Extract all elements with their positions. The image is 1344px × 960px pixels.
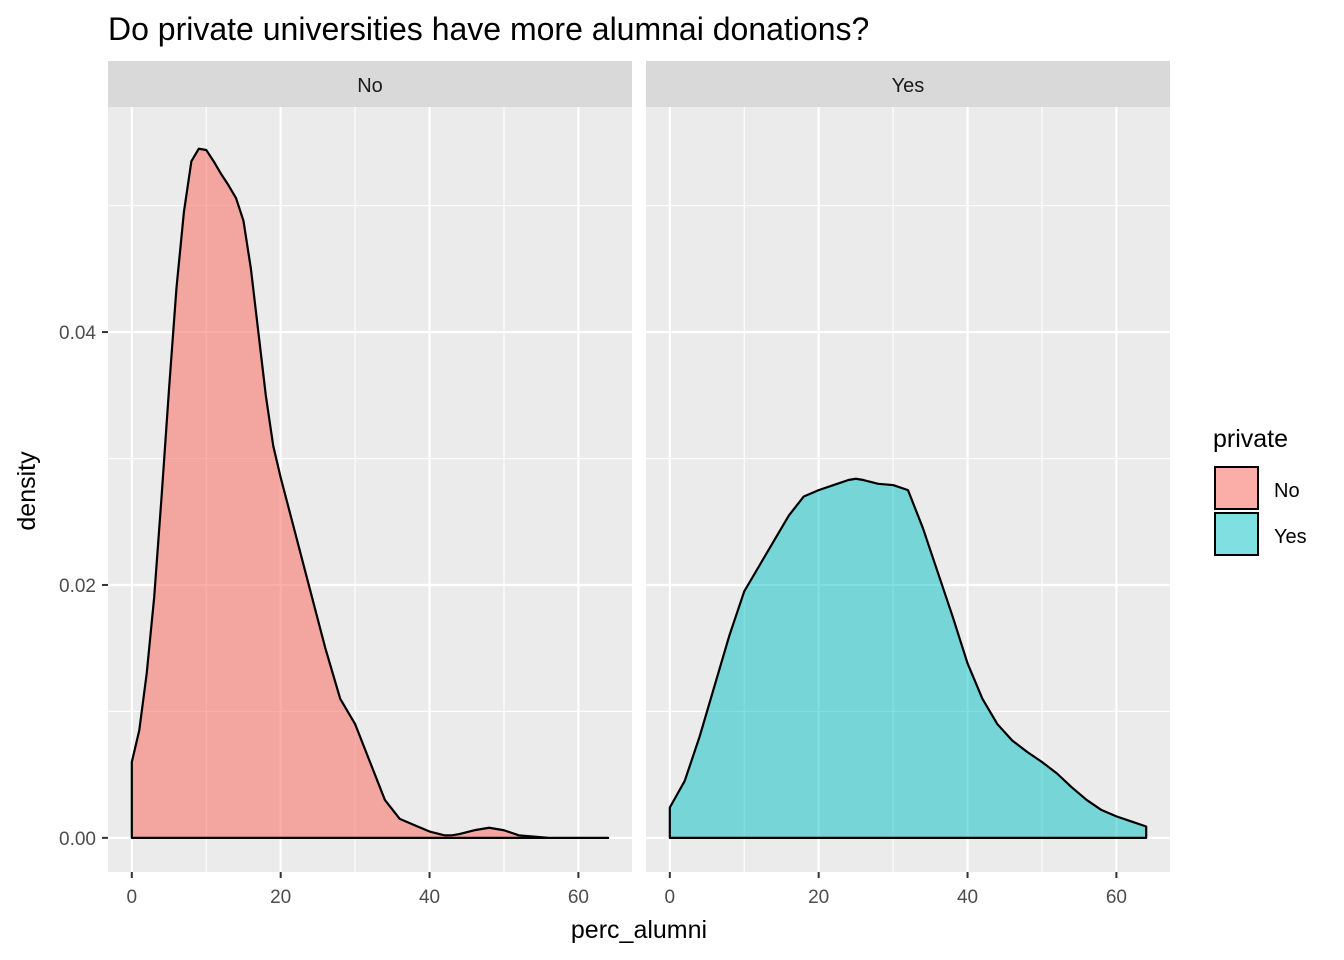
- y-tick-label: 0.04: [59, 323, 96, 344]
- legend-key-yes: [1214, 512, 1259, 556]
- panel-no: No 0 20 40 60 0.00 0.02 0.04: [59, 61, 632, 908]
- legend-title: private: [1213, 425, 1288, 453]
- legend-key-no: [1214, 466, 1259, 510]
- facet-strip: [108, 61, 632, 107]
- facet-strip: [646, 61, 1170, 107]
- x-tick-label: 40: [957, 887, 978, 908]
- x-tick-label: 0: [127, 887, 138, 908]
- chart-title: Do private universities have more alumna…: [108, 11, 869, 47]
- x-tick-label: 60: [1106, 887, 1127, 908]
- y-axis-title: density: [13, 451, 41, 531]
- x-tick-label: 20: [808, 887, 829, 908]
- y-tick-label: 0.02: [59, 576, 96, 597]
- x-axis-title: perc_alumni: [571, 916, 707, 944]
- y-tick-label: 0.00: [59, 829, 96, 850]
- x-tick-label: 40: [419, 887, 440, 908]
- x-tick-label: 20: [270, 887, 291, 908]
- density-area-no: [130, 147, 610, 839]
- legend: private No Yes: [1213, 425, 1307, 556]
- legend-label-yes: Yes: [1274, 526, 1307, 548]
- facet-strip-label: Yes: [892, 75, 925, 97]
- x-tick-label: 60: [568, 887, 589, 908]
- facet-strip-label: No: [357, 75, 383, 97]
- facet-panels: No 0 20 40 60 0.00 0.02 0.04 Yes 0 20 40 60: [59, 61, 1170, 908]
- legend-label-no: No: [1274, 480, 1300, 502]
- density-area-yes: [668, 477, 1148, 839]
- x-tick-label: 0: [665, 887, 676, 908]
- panel-yes: Yes 0 20 40 60: [646, 61, 1170, 908]
